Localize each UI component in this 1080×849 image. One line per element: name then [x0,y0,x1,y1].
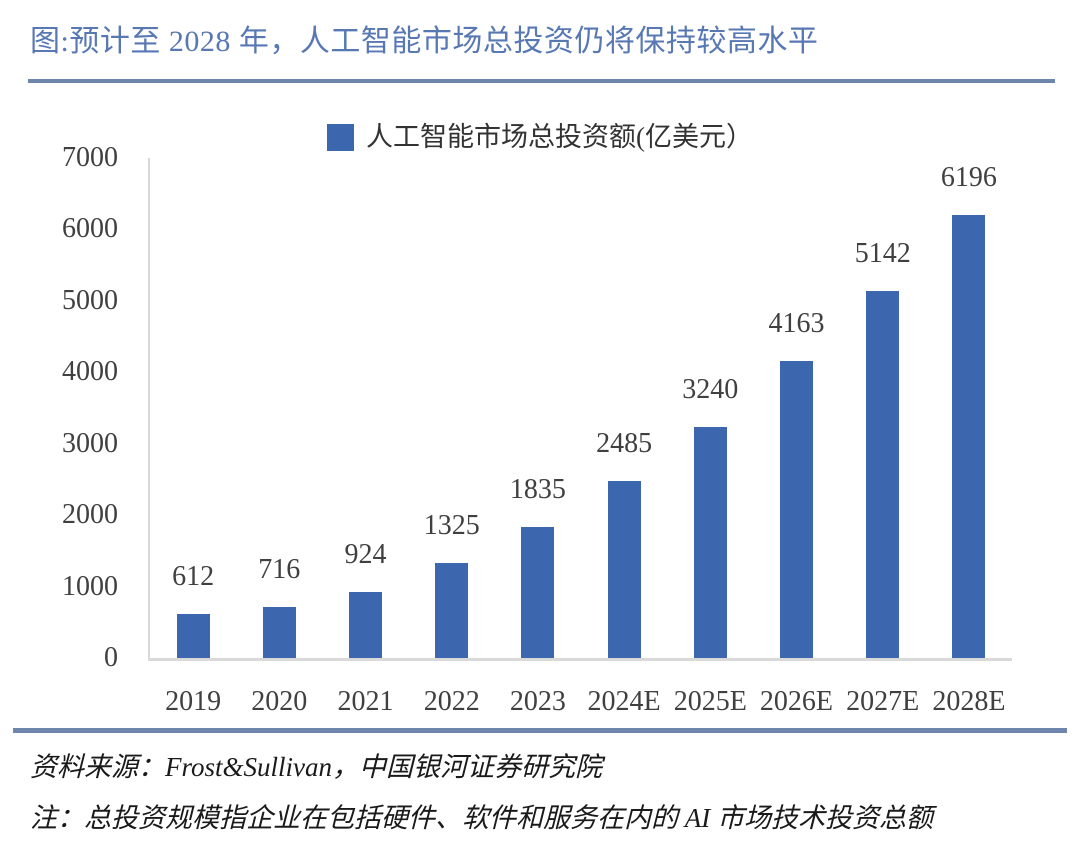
bar-value-label: 612 [172,561,215,593]
bar-value-label: 1325 [423,510,480,542]
legend-label: 人工智能市场总投资额(亿美元） [366,122,753,152]
y-tick-label: 3000 [62,427,118,459]
bar-value-label: 5142 [854,237,911,269]
y-tick-label: 5000 [62,284,118,316]
y-tick-label: 0 [104,642,118,673]
bar [607,480,641,658]
bar [262,606,296,658]
bar [693,426,727,658]
bar [780,360,813,658]
bar [435,563,469,658]
x-tick-label: 2023 [509,686,566,717]
bar-value-label: 6196 [940,162,997,194]
legend-swatch-icon [327,123,354,151]
bar [952,215,986,658]
note-text: 注：总投资规模指企业在包括硬件、软件和服务在内的 AI 市场技术投资总额 [30,803,933,833]
bar-value-label: 2485 [596,427,653,459]
y-tick-label: 1000 [62,570,118,602]
bar-value-label: 4163 [768,307,825,339]
chart-legend: 人工智能市场总投资额(亿美元） [0,122,1080,152]
y-tick-label: 4000 [62,356,118,388]
bar-value-label: 924 [344,539,387,570]
bar [521,526,555,658]
footer-divider [13,728,1067,733]
x-tick-label: 2026E [759,686,834,717]
y-tick-label: 6000 [62,213,118,245]
x-tick-label: 2022 [423,686,480,717]
x-tick-label: 2025E [673,686,747,717]
bar-value-label: 716 [258,553,301,585]
source-text: 资料来源：Frost&Sullivan，中国银河证券研究院 [30,752,602,782]
x-tick-label: 2024E [587,686,661,717]
y-tick-label: 7000 [62,142,118,173]
bar [866,290,900,658]
y-tick-label: 2000 [62,499,118,531]
x-tick-label: 2020 [251,686,308,717]
x-tick-label: 2028E [932,686,1006,717]
bar [176,614,210,658]
x-tick-label: 2021 [337,686,394,717]
bar-value-label: 3240 [682,373,739,405]
bar [349,592,382,658]
x-tick-label: 2027E [846,686,920,717]
bar-value-label: 1835 [509,473,566,505]
plot-area: 0 1000 2000 3000 4000 5000 6000 7000 612 2019 716 2… [62,142,1012,717]
figure-title: 图:预计至 2028 年，人工智能市场总投资仍将保持较高水平 [30,25,819,58]
title-underline [28,79,1055,83]
x-tick-label: 2019 [165,686,222,717]
